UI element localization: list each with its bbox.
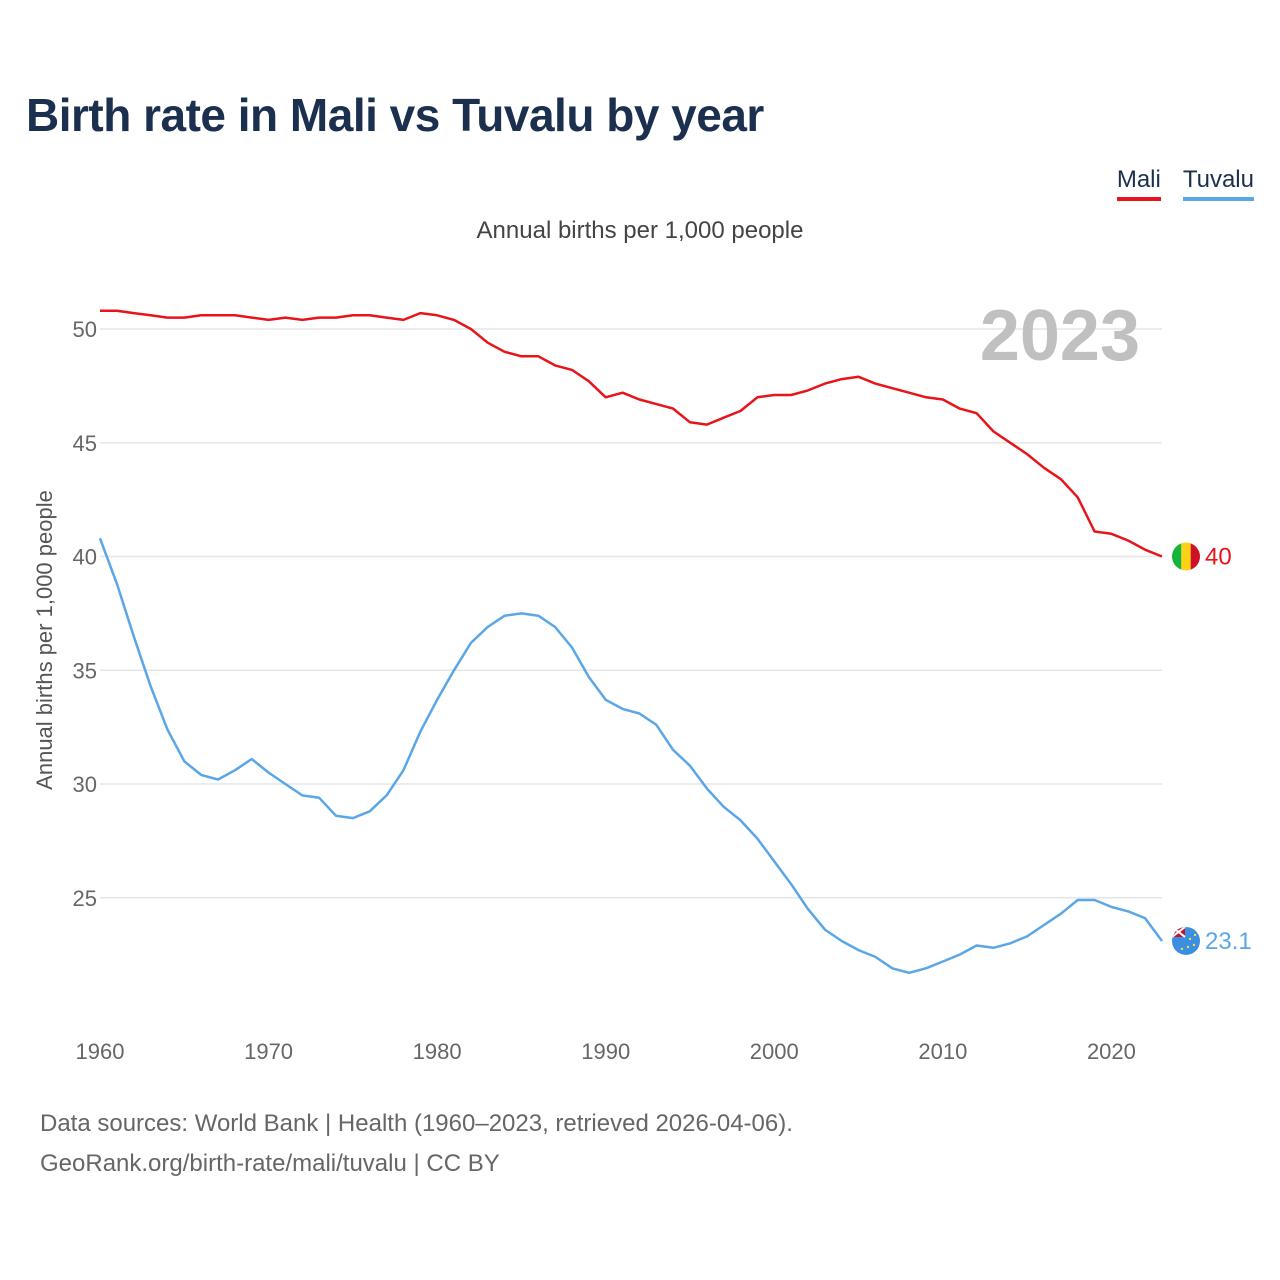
x-tick-1970: 1970 <box>244 1039 293 1064</box>
y-tick-45: 45 <box>73 431 97 456</box>
y-axis-ticks: 25 30 35 40 45 50 <box>73 317 97 911</box>
legend-item-mali[interactable]: Mali <box>1116 166 1161 201</box>
y-tick-25: 25 <box>73 886 97 911</box>
legend: Mali Tuvalu <box>1116 166 1254 201</box>
chart-title: Birth rate in Mali vs Tuvalu by year <box>26 89 764 141</box>
series-line-mali <box>100 309 1163 558</box>
footer-sources: Data sources: World Bank | Health (1960–… <box>40 1110 793 1137</box>
grid-lines <box>100 328 1162 899</box>
chart-subtitle: Annual births per 1,000 people <box>476 217 804 244</box>
end-label-tuvalu: 23.1 <box>1205 928 1252 955</box>
y-tick-35: 35 <box>73 658 97 683</box>
end-label-mali: 40 <box>1205 544 1232 571</box>
x-tick-2010: 2010 <box>918 1039 967 1064</box>
x-tick-1980: 1980 <box>413 1039 462 1064</box>
series-lines <box>98 309 1164 975</box>
x-axis-ticks: 1960 1970 1980 1990 2000 2010 2020 <box>76 1039 1136 1064</box>
y-tick-30: 30 <box>73 772 97 797</box>
y-tick-40: 40 <box>73 545 97 570</box>
x-tick-1990: 1990 <box>581 1039 630 1064</box>
footer: Data sources: World Bank | Health (1960–… <box>40 1104 793 1184</box>
x-tick-1960: 1960 <box>76 1039 125 1064</box>
x-tick-2020: 2020 <box>1087 1039 1136 1064</box>
tuvalu-flag-icon <box>1172 926 1200 955</box>
x-tick-2000: 2000 <box>750 1039 799 1064</box>
series-line-tuvalu <box>98 537 1164 975</box>
y-tick-50: 50 <box>73 317 97 342</box>
highlight-year: 2023 <box>980 296 1140 376</box>
y-axis-label: Annual births per 1,000 people <box>32 490 57 790</box>
mali-flag-icon <box>1172 542 1200 571</box>
series-end-markers: 40 23.1 <box>1172 542 1252 955</box>
footer-link[interactable]: GeoRank.org/birth-rate/mali/tuvalu | CC … <box>40 1150 500 1177</box>
legend-item-tuvalu[interactable]: Tuvalu <box>1182 166 1254 201</box>
